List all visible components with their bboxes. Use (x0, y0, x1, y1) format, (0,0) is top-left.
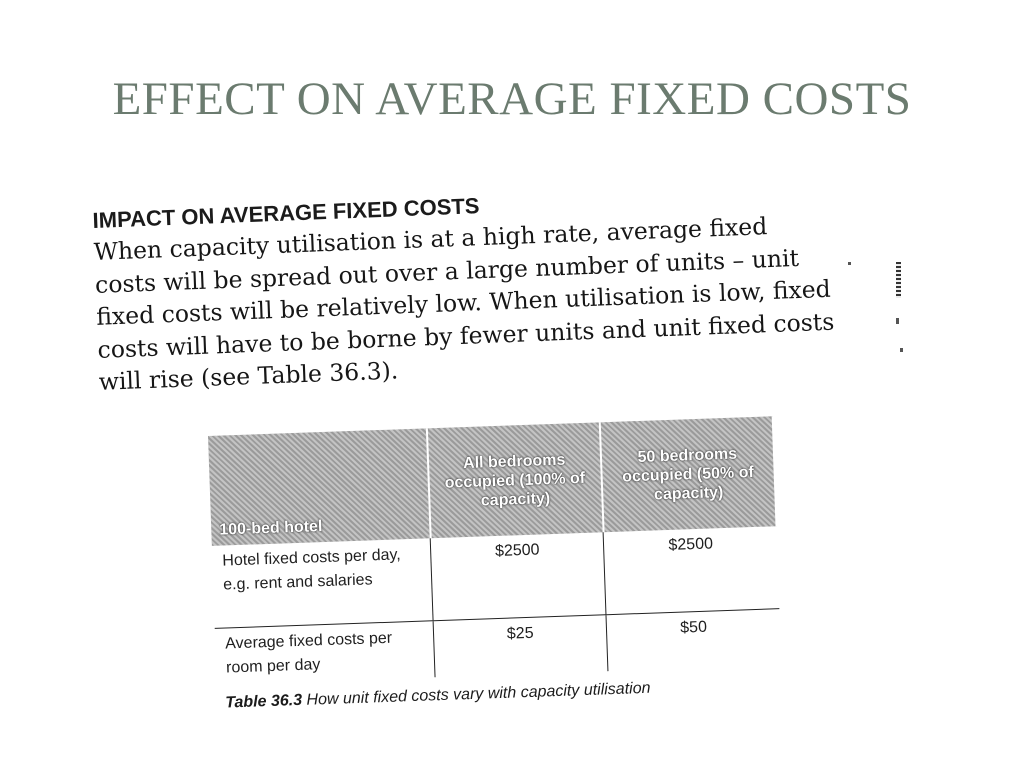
fixed-costs-table: 100-bed hotel All bedrooms occupied (100… (208, 416, 782, 685)
cell-average-fixed-costs-half: $50 (606, 608, 782, 672)
table-caption-text: How unit fixed costs vary with capacity … (306, 679, 651, 709)
row-label-average-fixed-costs: Average fixed costs per room per day (214, 620, 436, 685)
scanned-table-excerpt: 100-bed hotel All bedrooms occupied (100… (208, 416, 787, 713)
scan-edge-artifact (896, 262, 901, 298)
scan-edge-artifact (900, 348, 903, 352)
scan-edge-artifact (848, 262, 851, 265)
cell-average-fixed-costs-full: $25 (433, 614, 609, 678)
scanned-text-excerpt: IMPACT ON AVERAGE FIXED COSTS When capac… (92, 175, 860, 416)
cell-hotel-fixed-costs-half: $2500 (603, 526, 780, 615)
scan-paragraph: When capacity utilisation is at a high r… (93, 212, 835, 396)
cell-hotel-fixed-costs-full: $2500 (430, 532, 607, 621)
table-header-full-capacity: All bedrooms occupied (100% of capacity) (426, 422, 604, 539)
row-label-hotel-fixed-costs: Hotel fixed costs per day, e.g. rent and… (222, 546, 402, 594)
table-caption-label: Table 36.3 (225, 691, 303, 712)
table-header-hotel: 100-bed hotel (208, 428, 431, 546)
table-header-row: 100-bed hotel All bedrooms occupied (100… (208, 416, 777, 546)
table-header-half-capacity: 50 bedrooms occupied (50% of capacity) (599, 416, 777, 533)
scan-edge-artifact (896, 318, 899, 324)
slide-title: EFFECT ON AVERAGE FIXED COSTS (112, 73, 912, 125)
